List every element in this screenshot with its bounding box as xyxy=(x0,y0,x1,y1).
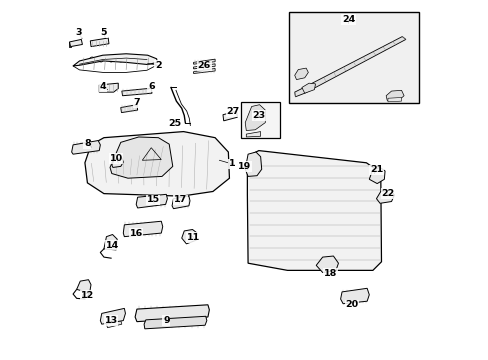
Polygon shape xyxy=(144,316,206,329)
Polygon shape xyxy=(294,68,308,80)
Text: 18: 18 xyxy=(323,269,337,278)
Text: 13: 13 xyxy=(104,316,118,325)
Polygon shape xyxy=(123,221,163,237)
Polygon shape xyxy=(104,234,117,250)
Text: 10: 10 xyxy=(109,154,122,163)
Text: 25: 25 xyxy=(168,119,181,128)
Polygon shape xyxy=(72,140,100,154)
Polygon shape xyxy=(90,38,109,46)
Polygon shape xyxy=(193,64,215,69)
Polygon shape xyxy=(106,320,122,328)
Polygon shape xyxy=(294,37,405,97)
Circle shape xyxy=(89,57,94,62)
Text: 23: 23 xyxy=(252,111,265,120)
Text: 21: 21 xyxy=(369,166,382,175)
Polygon shape xyxy=(112,158,123,167)
Text: 6: 6 xyxy=(148,82,154,91)
Polygon shape xyxy=(136,194,167,208)
Text: 8: 8 xyxy=(84,139,91,148)
Polygon shape xyxy=(122,88,152,96)
Circle shape xyxy=(118,57,123,62)
Polygon shape xyxy=(340,288,368,304)
Polygon shape xyxy=(193,59,215,64)
Text: 15: 15 xyxy=(146,195,159,204)
Polygon shape xyxy=(77,280,91,293)
Text: 27: 27 xyxy=(226,107,239,116)
Text: 1: 1 xyxy=(228,159,235,168)
FancyBboxPatch shape xyxy=(241,102,280,138)
Polygon shape xyxy=(85,132,229,196)
Polygon shape xyxy=(316,256,338,273)
Text: 11: 11 xyxy=(186,233,200,242)
Text: 4: 4 xyxy=(100,82,106,91)
Text: 17: 17 xyxy=(174,195,187,204)
Polygon shape xyxy=(247,150,381,270)
Polygon shape xyxy=(121,105,137,113)
Text: 9: 9 xyxy=(163,316,169,325)
Text: 12: 12 xyxy=(81,291,94,300)
Polygon shape xyxy=(368,167,384,184)
Polygon shape xyxy=(73,54,157,66)
FancyBboxPatch shape xyxy=(289,12,418,103)
Circle shape xyxy=(108,57,113,62)
Polygon shape xyxy=(246,132,260,137)
Text: 19: 19 xyxy=(237,162,251,171)
Polygon shape xyxy=(223,111,237,121)
Polygon shape xyxy=(135,305,209,321)
Polygon shape xyxy=(301,83,315,93)
Polygon shape xyxy=(99,83,118,92)
Polygon shape xyxy=(182,229,197,244)
Text: 22: 22 xyxy=(381,189,394,198)
Polygon shape xyxy=(376,190,394,203)
Text: 26: 26 xyxy=(197,62,210,71)
Polygon shape xyxy=(172,196,190,209)
Polygon shape xyxy=(193,68,215,73)
Text: 16: 16 xyxy=(129,229,142,238)
Polygon shape xyxy=(244,152,261,176)
Text: 7: 7 xyxy=(133,98,140,107)
Text: 2: 2 xyxy=(155,61,162,70)
Text: 20: 20 xyxy=(345,300,358,309)
Polygon shape xyxy=(110,137,172,178)
Circle shape xyxy=(99,57,103,62)
Text: 14: 14 xyxy=(106,241,119,250)
Polygon shape xyxy=(69,40,82,46)
Polygon shape xyxy=(100,309,125,324)
Polygon shape xyxy=(387,98,401,102)
Text: 3: 3 xyxy=(75,28,81,37)
Text: 24: 24 xyxy=(341,15,354,24)
Text: 5: 5 xyxy=(101,28,107,37)
Polygon shape xyxy=(386,90,403,100)
Polygon shape xyxy=(244,105,265,131)
